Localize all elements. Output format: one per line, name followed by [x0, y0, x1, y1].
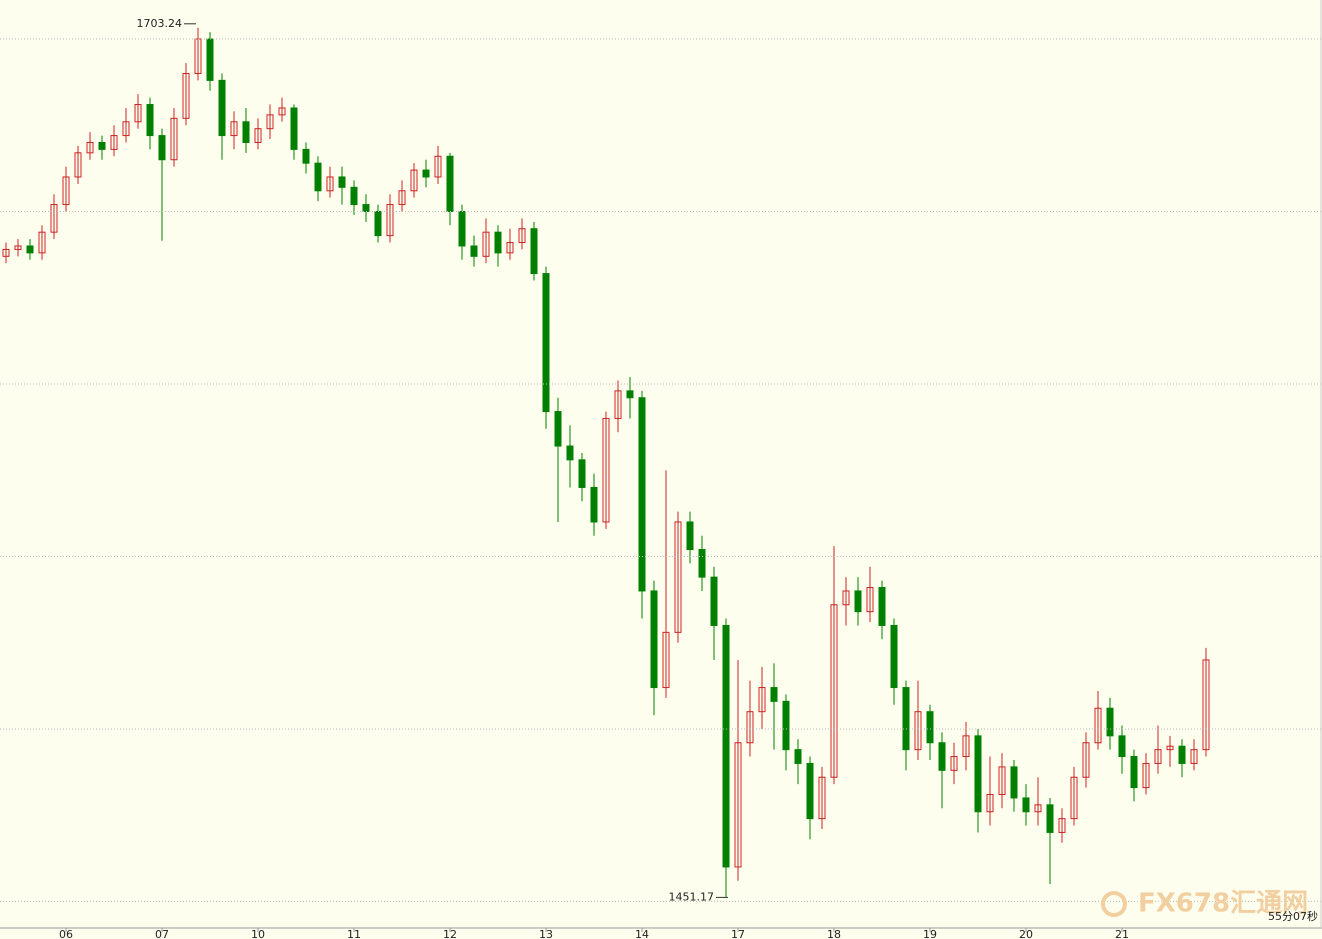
x-tick-label: 19 — [923, 928, 937, 939]
x-tick-label: 18 — [827, 928, 841, 939]
x-tick-label: 11 — [347, 928, 361, 939]
logo — [1101, 891, 1127, 917]
timer: 55分07秒 — [1268, 909, 1318, 923]
x-tick-label: 14 — [635, 928, 649, 939]
x-tick-label: 10 — [251, 928, 265, 939]
x-tick-label: 07 — [155, 928, 169, 939]
x-tick-label: 12 — [443, 928, 457, 939]
high-label: 1703.24 — [137, 17, 183, 30]
low-label: 1451.17 — [669, 890, 715, 903]
x-tick-label: 21 — [1115, 928, 1129, 939]
x-tick-label: 06 — [59, 928, 73, 939]
x-tick-label: 20 — [1019, 928, 1033, 939]
x-tick-label: 13 — [539, 928, 553, 939]
watermark: FX678汇通网 — [1138, 889, 1308, 919]
x-tick-label: 17 — [731, 928, 745, 939]
